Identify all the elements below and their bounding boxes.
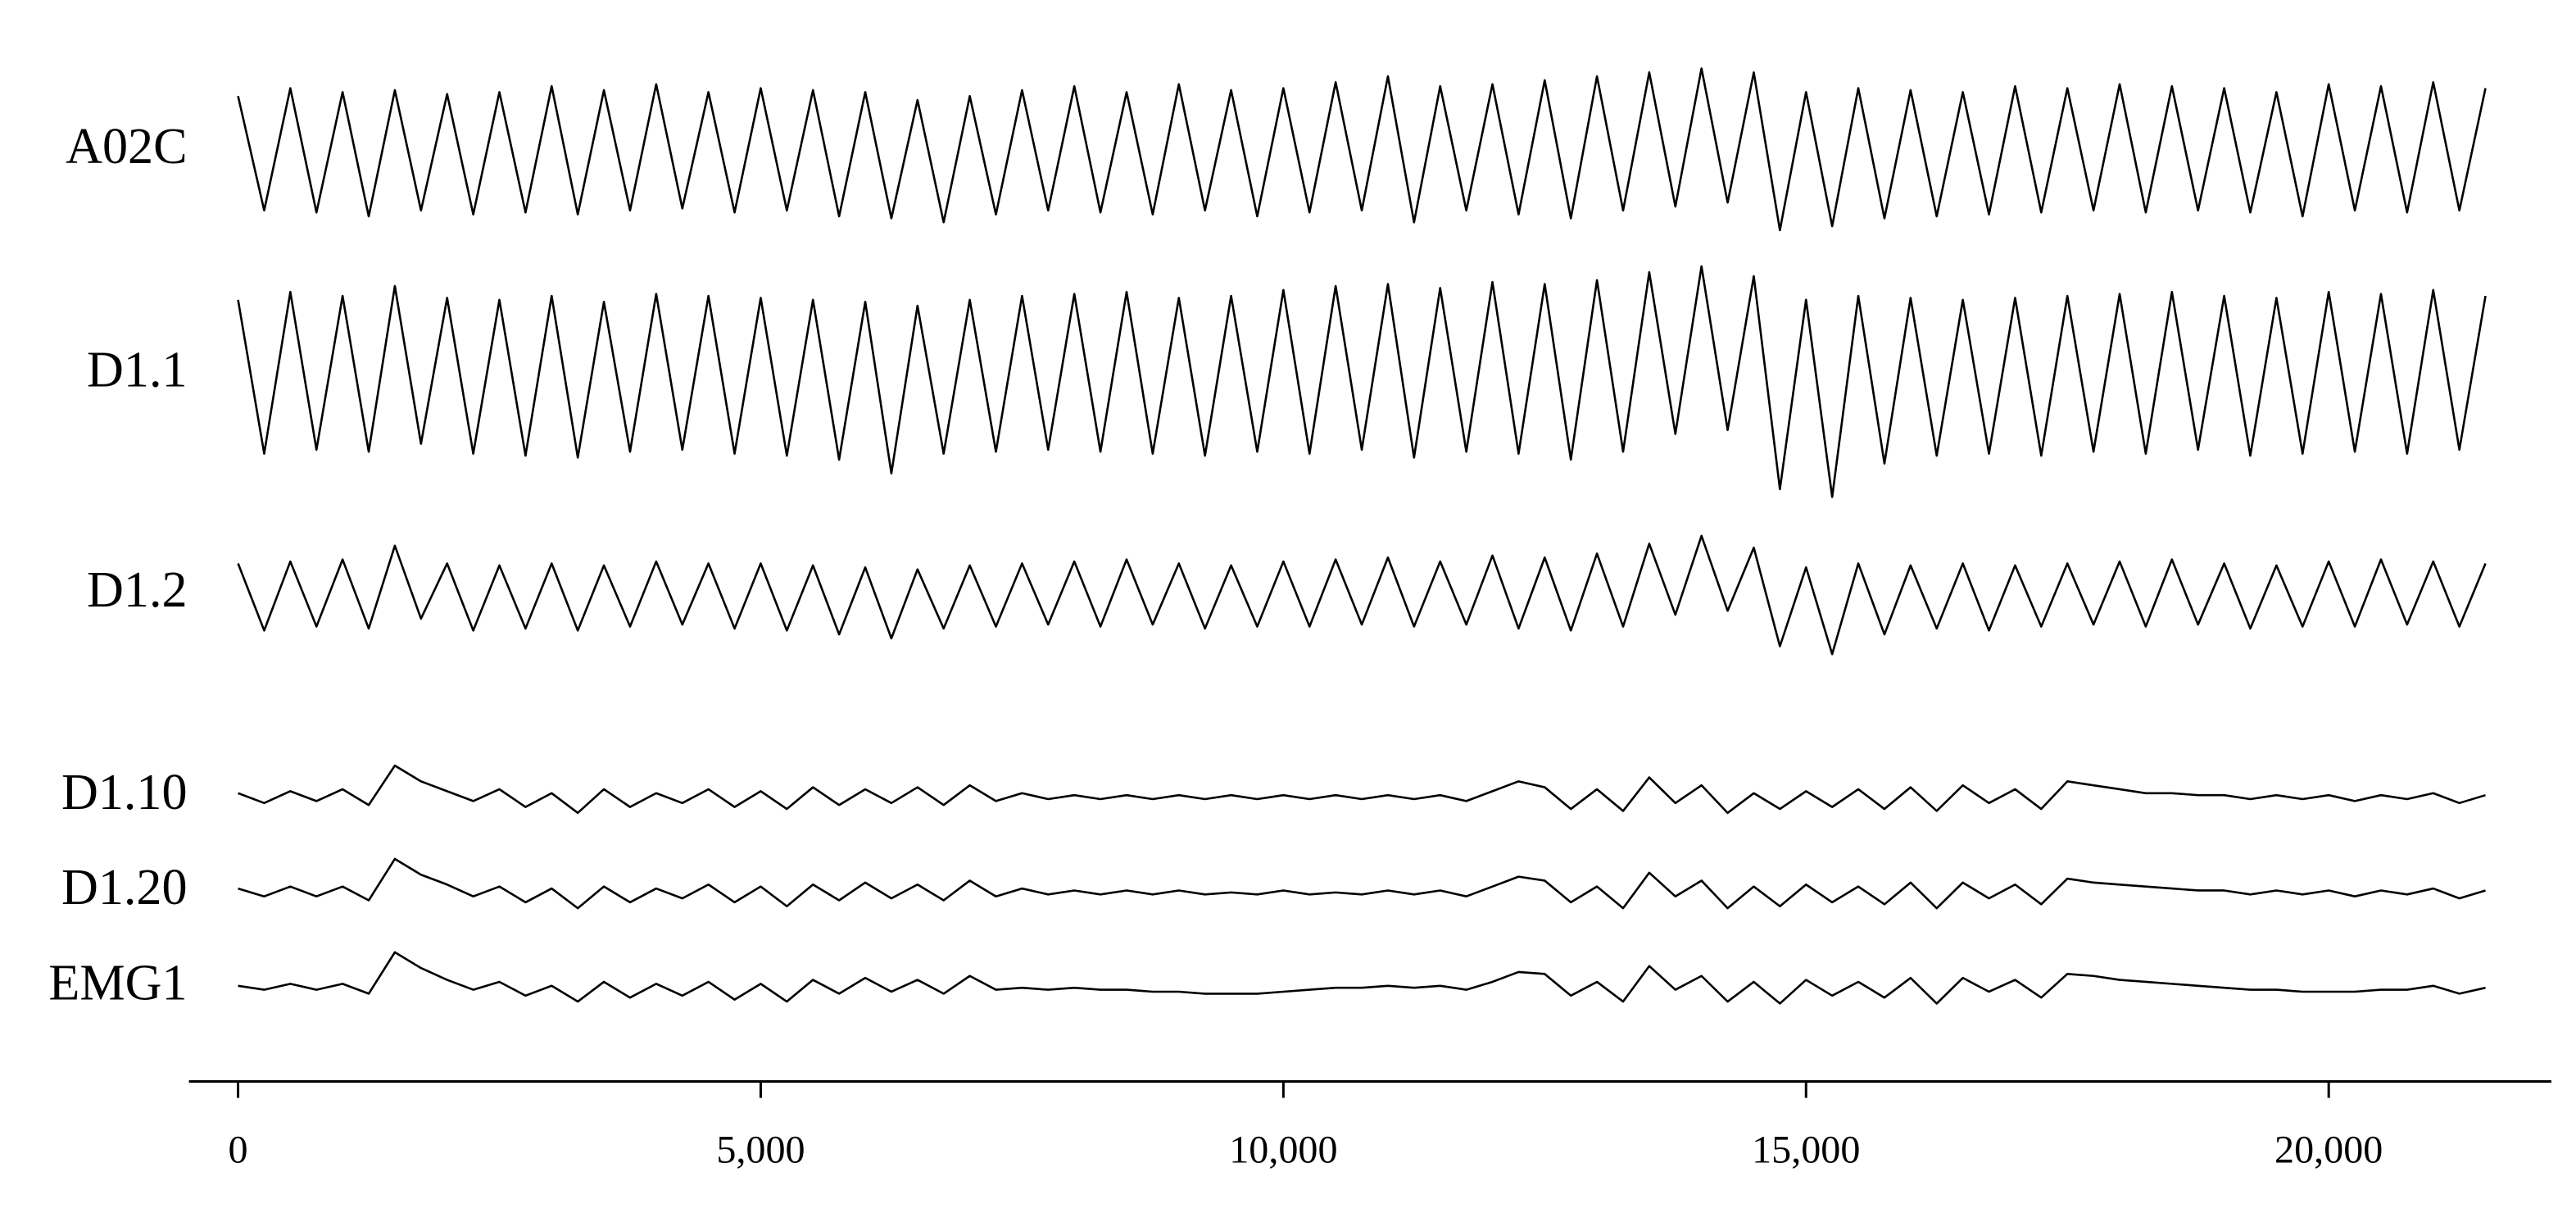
trace-line: [237, 67, 2487, 232]
trace-line: [238, 951, 2486, 1005]
trace-label: D1.20: [61, 860, 188, 915]
trace-label: D1.1: [87, 343, 188, 398]
x-tick-label: 0: [229, 1129, 248, 1172]
trace-label: EMG1: [48, 955, 187, 1011]
x-tick-label: 5,000: [716, 1129, 805, 1172]
trace-line: [237, 534, 2487, 656]
x-tick-label: 15,000: [1752, 1129, 1860, 1172]
trace-line: [238, 764, 2486, 815]
trace-label: D1.2: [87, 562, 188, 618]
trace-label: D1.10: [61, 765, 188, 820]
trace-line: [237, 265, 2487, 498]
x-tick-label: 10,000: [1229, 1129, 1337, 1172]
trace-label: A02C: [66, 119, 187, 175]
x-tick-label: 20,000: [2274, 1129, 2383, 1172]
trace-line: [238, 857, 2486, 910]
